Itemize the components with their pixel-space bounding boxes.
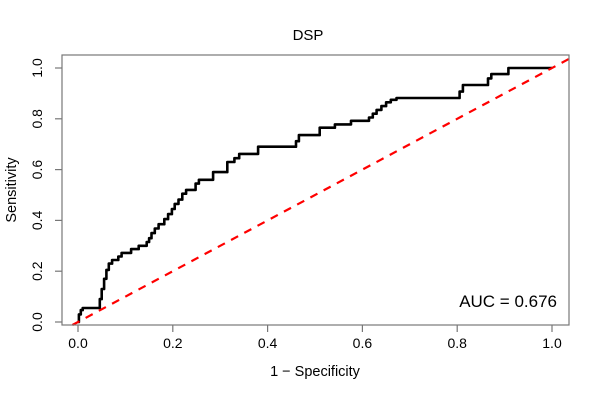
y-tick-label: 0.6 [29,160,45,180]
y-tick-label: 0.2 [29,261,45,281]
y-tick-label: 1.0 [29,58,45,78]
x-tick-label: 1.0 [542,335,562,351]
x-tick-label: 0.6 [353,335,373,351]
x-tick-label: 0.4 [258,335,278,351]
plot-border [61,54,570,326]
x-tick-label: 0.0 [68,335,88,351]
x-tick-label: 0.8 [447,335,467,351]
y-axis-label: Sensitivity [4,157,20,223]
x-tick-label: 0.2 [163,335,183,351]
axes: 0.0 0.2 0.4 0.6 0.8 1.0 0.0 0.2 0.4 0.6 0.8 1.0 [29,58,562,351]
roc-curve-line [77,66,552,324]
x-axis-label: 1 − Specificity [270,364,361,380]
chart-title: DSP [293,27,324,44]
series-lines [71,57,570,326]
y-tick-label: 0.8 [29,109,45,129]
y-tick-label: 0.0 [29,312,45,332]
chance-diagonal-line [71,57,570,326]
auc-annotation: AUC = 0.676 [459,292,557,311]
y-tick-label: 0.4 [29,210,45,230]
